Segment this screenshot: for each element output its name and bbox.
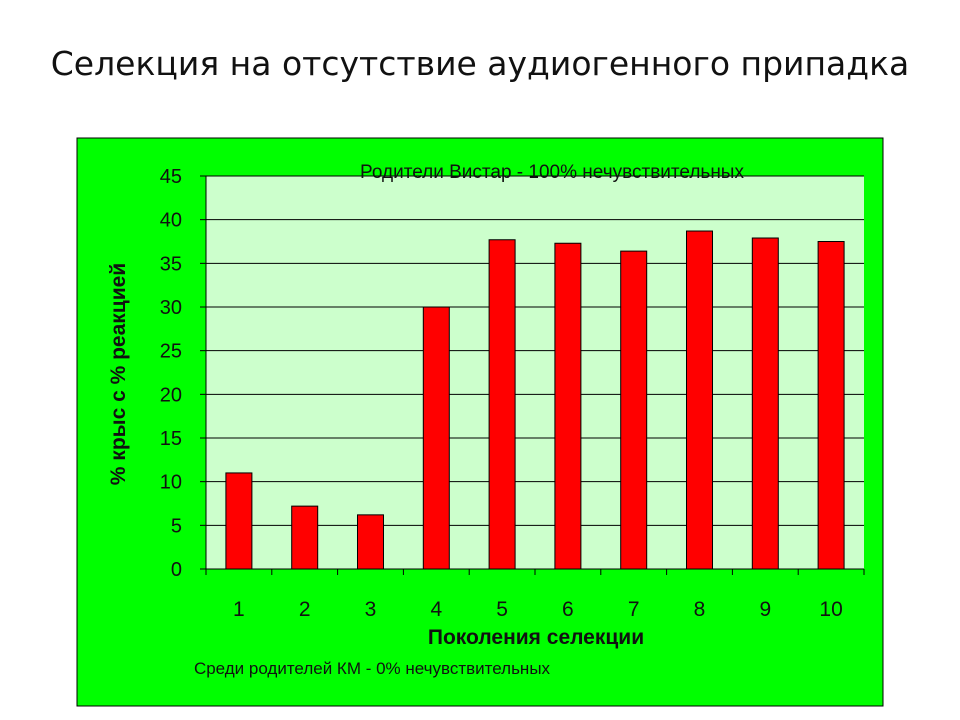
bar-5 bbox=[488, 239, 516, 570]
x-tick-label: 2 bbox=[299, 598, 311, 621]
y-tick-label: 10 bbox=[160, 472, 182, 494]
bar-10 bbox=[817, 241, 845, 570]
y-tick-label: 15 bbox=[160, 428, 182, 450]
bar-6 bbox=[554, 242, 582, 570]
x-tick-label: 3 bbox=[365, 598, 377, 621]
bars bbox=[225, 230, 845, 570]
bar-4 bbox=[422, 306, 450, 570]
x-tick-label: 9 bbox=[759, 598, 771, 621]
y-axis-title: % крыс с % реакцией bbox=[107, 263, 130, 485]
x-tick-label: 7 bbox=[628, 598, 640, 621]
bar-9 bbox=[751, 237, 779, 570]
x-tick-label: 6 bbox=[562, 598, 574, 621]
y-tick-label: 0 bbox=[171, 559, 182, 581]
x-tick-label: 1 bbox=[233, 598, 245, 621]
bar-7 bbox=[620, 250, 648, 570]
y-tick-label: 30 bbox=[160, 297, 182, 319]
x-tick-label: 10 bbox=[819, 598, 842, 621]
x-tick-label: 4 bbox=[430, 598, 442, 621]
y-tick-label: 40 bbox=[160, 210, 182, 232]
x-tick-label: 5 bbox=[496, 598, 508, 621]
x-tick-label: 8 bbox=[694, 598, 706, 621]
x-axis-title: Поколения селекции bbox=[428, 626, 644, 649]
y-tick-label: 25 bbox=[160, 341, 182, 363]
bar-8 bbox=[686, 230, 713, 570]
y-tick-label: 35 bbox=[160, 253, 182, 275]
y-tick-label: 45 bbox=[160, 166, 182, 188]
slide-title: Селекция на отсутствие аудиогенного прип… bbox=[50, 44, 910, 83]
annotation-bottom: Среди родителей КМ - 0% нечувствительных bbox=[194, 659, 551, 678]
y-tick-label: 20 bbox=[160, 384, 182, 406]
axes bbox=[200, 175, 865, 575]
bar-3 bbox=[357, 514, 384, 570]
annotation-top: Родители Вистар - 100% нечувствительных bbox=[360, 162, 744, 183]
y-tick-label: 5 bbox=[171, 515, 182, 537]
bar-1 bbox=[225, 472, 253, 570]
bar-2 bbox=[291, 505, 319, 570]
